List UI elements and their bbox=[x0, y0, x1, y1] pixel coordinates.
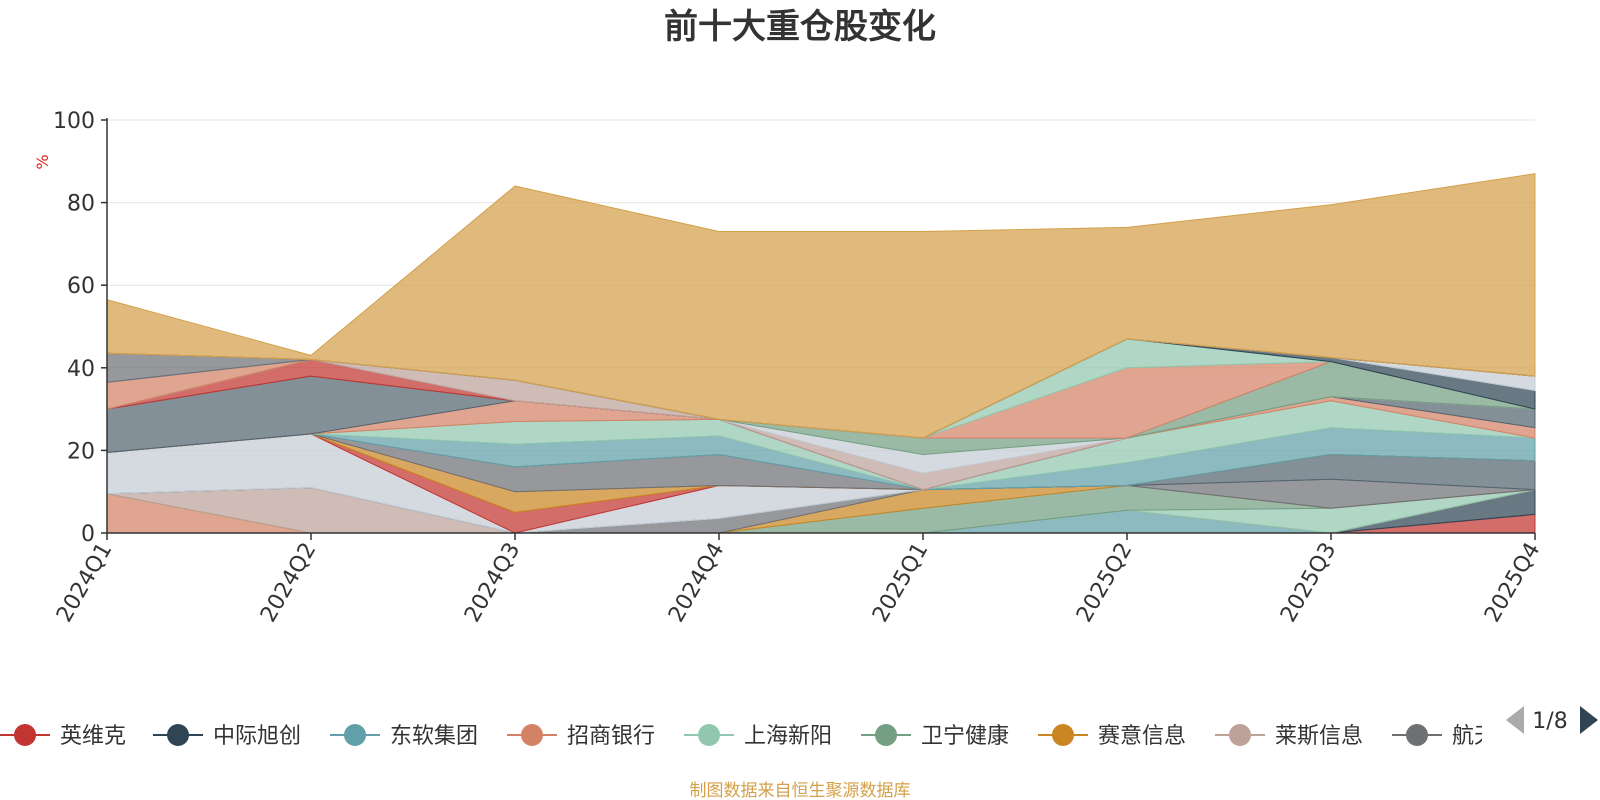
legend-dot-marker bbox=[875, 724, 897, 746]
x-tick-label: 2025Q1 bbox=[868, 539, 933, 627]
legend-label: 赛意信息 bbox=[1098, 724, 1186, 749]
x-tick-label: 2024Q2 bbox=[256, 539, 321, 627]
legend-next-arrow-icon[interactable] bbox=[1580, 706, 1598, 734]
y-tick-label: 60 bbox=[67, 274, 95, 299]
legend-item[interactable]: 东软集团 bbox=[330, 724, 478, 749]
legend-label: 莱斯信息 bbox=[1275, 724, 1363, 749]
x-tick-label: 2025Q4 bbox=[1480, 539, 1545, 627]
legend-dot-marker bbox=[521, 724, 543, 746]
legend-dot-marker bbox=[344, 724, 366, 746]
y-tick-label: 80 bbox=[67, 192, 95, 217]
chart-title: 前十大重仓股变化 bbox=[664, 7, 936, 47]
legend-item[interactable]: 卫宁健康 bbox=[861, 724, 1009, 749]
legend-label: 航天信息 bbox=[1452, 724, 1540, 749]
legend-items: 英维克 中际旭创 东软集团 招商银行 上海新阳 卫宁健康 赛意信息 莱斯信息 航天信息 bbox=[0, 724, 1540, 749]
y-tick-label: 0 bbox=[81, 522, 95, 547]
y-tick-label: 100 bbox=[53, 109, 95, 134]
legend-label: 英维克 bbox=[60, 724, 126, 749]
legend-label: 招商银行 bbox=[567, 724, 655, 749]
legend-item[interactable]: 赛意信息 bbox=[1038, 724, 1186, 749]
legend-label: 中际旭创 bbox=[213, 724, 301, 749]
legend: 英维克 中际旭创 东软集团 招商银行 上海新阳 卫宁健康 赛意信息 莱斯信息 航天信息 bbox=[0, 724, 1540, 749]
y-tick-label: 40 bbox=[67, 357, 95, 382]
legend-item[interactable]: 航天信息 bbox=[1392, 724, 1540, 749]
legend-item[interactable]: 上海新阳 bbox=[684, 724, 832, 749]
legend-dot-marker bbox=[1229, 724, 1251, 746]
x-tick-label: 2024Q1 bbox=[52, 539, 117, 627]
legend-dot-marker bbox=[698, 724, 720, 746]
area-series-group bbox=[106, 173, 1536, 534]
legend-dot-marker bbox=[14, 724, 36, 746]
x-tick-label: 2024Q4 bbox=[664, 539, 729, 627]
legend-item[interactable]: 招商银行 bbox=[507, 724, 655, 749]
legend-label: 东软集团 bbox=[390, 724, 478, 749]
area-series[interactable] bbox=[106, 173, 1536, 439]
legend-page-indicator: 1/8 bbox=[1532, 709, 1567, 734]
legend-label: 卫宁健康 bbox=[921, 724, 1009, 749]
x-tick-label: 2025Q2 bbox=[1072, 539, 1137, 627]
legend-dot-marker bbox=[167, 724, 189, 746]
y-tick-label: 20 bbox=[67, 439, 95, 464]
legend-item[interactable]: 莱斯信息 bbox=[1215, 724, 1363, 749]
legend-pager: 1/8 bbox=[1506, 706, 1598, 734]
legend-label: 上海新阳 bbox=[744, 724, 832, 749]
legend-prev-arrow-icon[interactable] bbox=[1506, 706, 1524, 734]
y-axis-unit-label: % bbox=[33, 154, 52, 169]
legend-item[interactable]: 英维克 bbox=[0, 724, 126, 749]
legend-dot-marker bbox=[1406, 724, 1428, 746]
x-tick-label: 2025Q3 bbox=[1276, 539, 1341, 627]
data-source-note: 制图数据来自恒生聚源数据库 bbox=[690, 781, 911, 800]
legend-item[interactable]: 中际旭创 bbox=[153, 724, 301, 749]
legend-dot-marker bbox=[1052, 724, 1074, 746]
x-tick-label: 2024Q3 bbox=[460, 539, 525, 627]
